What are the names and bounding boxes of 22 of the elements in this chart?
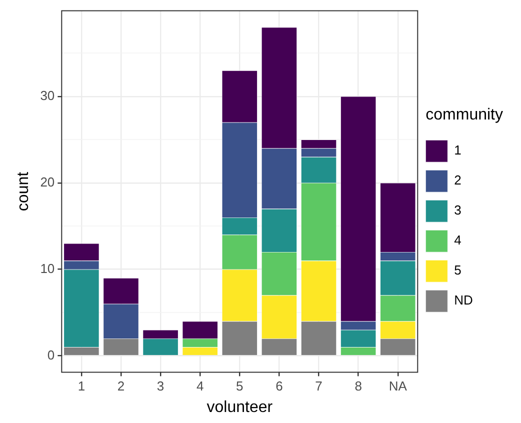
y-tick-label: 30 [40,88,55,103]
legend-label: ND [454,292,473,308]
y-axis-title: count [15,171,32,212]
y-tick-label: 10 [40,260,55,276]
y-tick-label: 20 [40,174,55,190]
x-axis-title: volunteer [206,398,274,416]
legend-label: 4 [454,232,462,248]
x-tick-label: 8 [354,378,362,394]
x-tick-label: NA [388,378,408,394]
legend-label: 3 [454,202,462,218]
legend-label: 1 [454,142,462,158]
legend-title: community [426,106,504,124]
x-tick-label: 3 [156,378,164,394]
x-tick-label: 2 [117,378,125,394]
y-tick-label: 0 [47,347,55,362]
x-tick-label: 7 [315,378,322,394]
legend-label: 2 [454,172,462,188]
x-tick-label: 1 [78,378,86,394]
x-tick-label: 5 [236,378,244,394]
x-tick-label: 6 [276,378,283,394]
x-tick-label: 4 [196,378,204,394]
legend-label: 5 [454,262,462,278]
